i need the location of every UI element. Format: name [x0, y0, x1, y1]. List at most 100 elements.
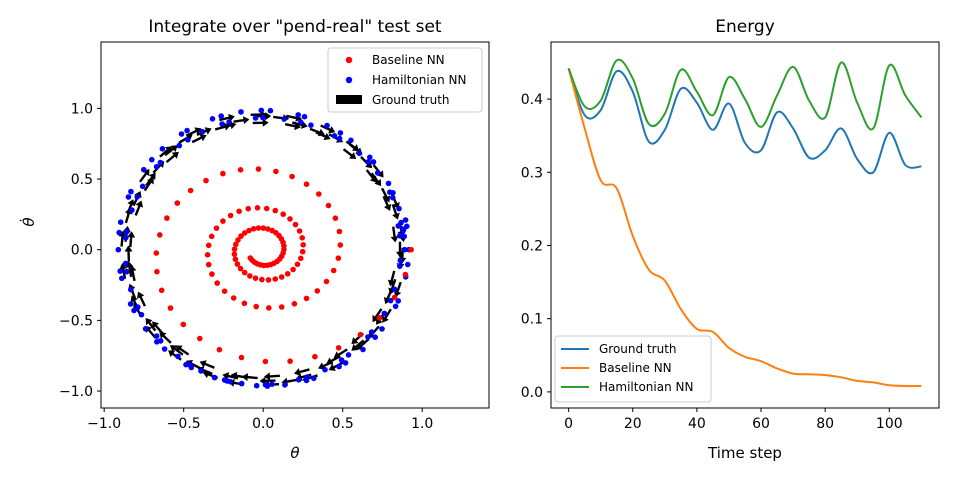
baseline-point	[164, 215, 170, 221]
right-panel: Energy 0 20 40 60 80 100 0.0 0.1 0.2 0.3 0.4 Time…	[521, 17, 940, 462]
ground-truth-arrow	[345, 140, 360, 151]
hamiltonian-point	[258, 107, 265, 114]
ground-truth-arrow	[393, 281, 402, 298]
hamiltonian-point	[308, 122, 314, 128]
baseline-point	[238, 233, 244, 239]
right-y-tick-label: 0.3	[521, 165, 543, 181]
right-x-ticks: 0 20 40 60 80 100	[564, 408, 903, 432]
baseline-point	[323, 278, 330, 285]
baseline-energy-line	[567, 68, 922, 388]
baseline-point	[238, 354, 245, 361]
hamiltonian-point	[161, 346, 168, 352]
ground-truth-arrow	[390, 226, 399, 243]
baseline-point	[230, 295, 237, 301]
right-x-tick-label: 20	[624, 416, 642, 432]
hamiltonian-point	[367, 154, 373, 161]
hamiltonian-point	[342, 360, 349, 366]
hamiltonian-point	[324, 122, 330, 129]
hamiltonian-energy-line	[567, 58, 923, 131]
legend-ground-truth-line-label: Ground truth	[599, 342, 677, 356]
right-x-tick-label: 100	[876, 416, 903, 432]
hamiltonian-point	[176, 142, 183, 149]
left-x-tick-label: −0.5	[167, 416, 201, 432]
baseline-point	[337, 242, 344, 248]
baseline-point	[209, 271, 215, 277]
baseline-point	[284, 271, 291, 277]
hamiltonian-point	[381, 310, 388, 317]
left-legend: Baseline NN Hamiltonian NN Ground truth	[327, 47, 483, 113]
hamiltonian-point	[238, 380, 245, 387]
hamiltonian-point	[198, 368, 204, 374]
baseline-point	[299, 235, 306, 241]
hamiltonian-point	[131, 307, 137, 314]
hamiltonian-point	[128, 286, 134, 293]
baseline-point	[242, 230, 248, 236]
left-y-tick-label: −1.0	[59, 384, 93, 400]
hamiltonian-point	[397, 232, 403, 239]
ground-truth-arrow	[159, 146, 173, 158]
hamiltonian-point	[159, 146, 166, 152]
ground-truth-arrow	[214, 122, 231, 131]
baseline-point	[205, 261, 212, 268]
left-plot-marks	[115, 107, 414, 389]
baseline-point	[287, 216, 293, 222]
ground-truth-arrow	[191, 134, 207, 144]
baseline-point	[259, 276, 265, 283]
hamiltonian-point	[396, 205, 402, 212]
hamiltonian-point	[123, 234, 129, 241]
baseline-point	[245, 205, 251, 212]
left-y-tick-label: −0.5	[59, 313, 93, 329]
baseline-point	[280, 211, 287, 217]
hamiltonian-point	[185, 137, 191, 143]
hamiltonian-point	[282, 382, 288, 388]
baseline-point	[153, 250, 160, 256]
ground-truth-arrow	[333, 348, 348, 359]
left-y-tick-label: 0.5	[71, 172, 93, 188]
baseline-point	[265, 226, 271, 232]
baseline-point	[278, 304, 285, 310]
hamiltonian-point	[157, 338, 164, 344]
left-x-tick-label: 0.0	[252, 416, 274, 432]
hamiltonian-point	[219, 121, 225, 127]
ground-truth-arrow	[145, 317, 157, 332]
ground-truth-arrow	[137, 291, 147, 307]
hamiltonian-point	[304, 374, 310, 380]
right-x-tick-label: 40	[688, 416, 706, 432]
right-y-tick-label: 0.0	[521, 385, 543, 401]
hamiltonian-point	[404, 223, 410, 230]
hamiltonian-point	[385, 180, 392, 187]
hamiltonian-point	[372, 334, 379, 341]
hamiltonian-point	[141, 166, 147, 173]
hamiltonian-point	[397, 257, 404, 264]
hamiltonian-point	[267, 107, 274, 114]
hamiltonian-point	[157, 159, 164, 166]
ground-truth-arrow	[186, 127, 202, 137]
baseline-point	[241, 300, 248, 307]
baseline-point	[272, 207, 279, 214]
left-x-tick-label: −1.0	[87, 416, 121, 432]
baseline-point	[299, 248, 306, 255]
hamiltonian-point	[322, 366, 328, 373]
hamiltonian-point	[269, 381, 275, 388]
ground-truth-arrow	[164, 145, 178, 157]
ground-truth-arrow	[342, 148, 357, 159]
hamiltonian-point	[119, 275, 125, 282]
ground-truth-arrow	[152, 321, 164, 335]
hamiltonian-point	[295, 377, 302, 383]
ground-truth-arrow	[284, 122, 301, 131]
baseline-point	[265, 277, 272, 283]
hamiltonian-point	[209, 116, 216, 122]
hamiltonian-point	[365, 159, 372, 165]
left-chart-title: Integrate over "pend-real" test set	[148, 17, 442, 37]
baseline-point	[236, 208, 242, 215]
right-y-tick-label: 0.4	[521, 92, 543, 108]
ground-truth-arrow	[380, 187, 391, 203]
ground-truth-arrow	[293, 368, 310, 376]
ground-truth-energy-line	[567, 68, 922, 175]
legend-hamiltonian-line-label: Hamiltonian NN	[599, 380, 693, 394]
hamiltonian-point	[348, 137, 354, 144]
baseline-point	[203, 177, 209, 184]
hamiltonian-point	[374, 170, 381, 176]
baseline-point	[335, 255, 342, 261]
hamiltonian-point	[211, 374, 218, 381]
